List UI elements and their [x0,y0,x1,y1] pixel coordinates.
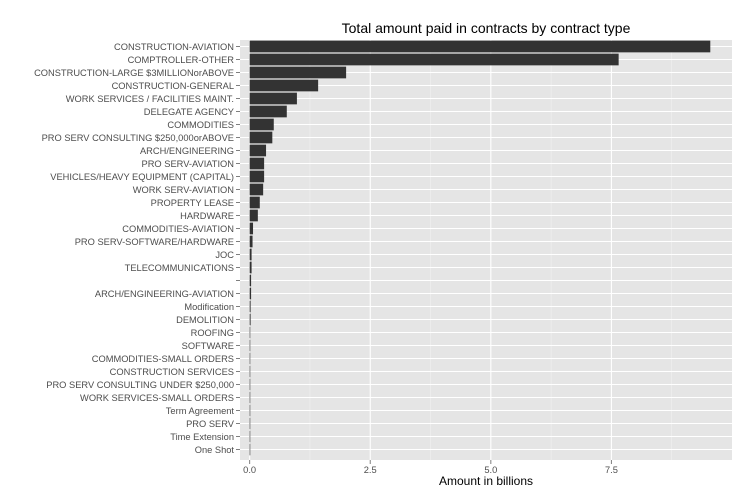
bar [249,131,273,144]
y-tick-label: PRO SERV CONSULTING UNDER $250,000 [46,380,234,390]
y-tick-label: One Shot [195,445,235,455]
bar [249,287,252,300]
y-tick-label: PRO SERV-AVIATION [142,159,234,169]
bar [249,92,297,105]
bar [249,352,251,365]
y-tick-label: ROOFING [191,328,234,338]
x-tick-label: 5.0 [484,465,497,475]
bar [249,339,251,352]
y-tick-label: Modification [184,302,234,312]
y-tick-label: WORK SERV-AVIATION [133,185,234,195]
x-tick-label: 0.0 [243,465,256,475]
bar [249,40,711,53]
y-tick-label: HARDWARE [180,211,234,221]
y-tick-label: VEHICLES/HEAVY EQUIPMENT (CAPITAL) [50,172,234,182]
bar [249,79,319,92]
bar [249,66,347,79]
bar [249,274,252,287]
bar [249,326,251,339]
bar [249,430,251,443]
y-tick-label: DEMOLITION [176,315,234,325]
y-tick-label: JOC [215,250,234,260]
x-tick-label: 7.5 [605,465,618,475]
bar [249,300,251,313]
y-tick-label: COMMODITIES-SMALL ORDERS [92,354,234,364]
bar [249,118,274,131]
bar [249,105,287,118]
bar [249,404,251,417]
y-tick-label: ARCH/ENGINEERING [140,146,234,156]
y-tick-label: DELEGATE AGENCY [144,107,234,117]
bar [249,196,260,209]
y-tick-label: CONSTRUCTION-AVIATION [114,42,234,52]
y-tick-label: SOFTWARE [182,341,234,351]
x-axis-title: Amount in billions [438,474,534,488]
bar [249,183,264,196]
bar [249,443,251,456]
bar [249,261,252,274]
y-tick-label: COMPTROLLER-OTHER [128,55,235,65]
bar [249,53,619,66]
x-axis-ticks: 0.0 2.5 5.0 7.5 [243,460,618,475]
y-tick-label: PRO SERV [186,419,235,429]
y-tick-label: TELECOMMUNICATIONS [125,263,234,273]
y-tick-label: ARCH/ENGINEERING-AVIATION [95,289,234,299]
y-tick-label: PRO SERV-SOFTWARE/HARDWARE [75,237,234,247]
y-tick-label: Time Extension [170,432,234,442]
y-tick-label: Term Agreement [166,406,235,416]
y-tick-label: COMMODITIES-AVIATION [122,224,234,234]
bar [249,235,253,248]
y-tick-label: COMMODITIES [167,120,234,130]
y-tick-label: CONSTRUCTION-LARGE $3MILLIONorABOVE [34,68,234,78]
bar [249,378,251,391]
bars [249,40,711,456]
bar [249,157,265,170]
y-tick-label: WORK SERVICES-SMALL ORDERS [80,393,234,403]
y-tick-label: PRO SERV CONSULTING $250,000orABOVE [42,133,234,143]
bar [249,170,265,183]
bar [249,248,252,261]
bar [249,365,251,378]
plot-panel [240,40,732,460]
x-tick-label: 2.5 [364,465,377,475]
y-tick-label: CONSTRUCTION SERVICES [110,367,234,377]
y-tick-label: WORK SERVICES / FACILITIES MAINT. [66,94,234,104]
bar [249,391,251,404]
y-tick-label: CONSTRUCTION-GENERAL [112,81,234,91]
y-axis-labels: CONSTRUCTION-AVIATION COMPTROLLER-OTHER CO… [34,42,240,455]
bar [249,144,267,157]
bar [249,417,251,430]
y-tick-label: PROPERTY LEASE [151,198,234,208]
chart-title: Total amount paid in contracts by contra… [341,20,631,36]
bar [249,222,254,235]
bar [249,209,258,222]
bar [249,313,251,326]
